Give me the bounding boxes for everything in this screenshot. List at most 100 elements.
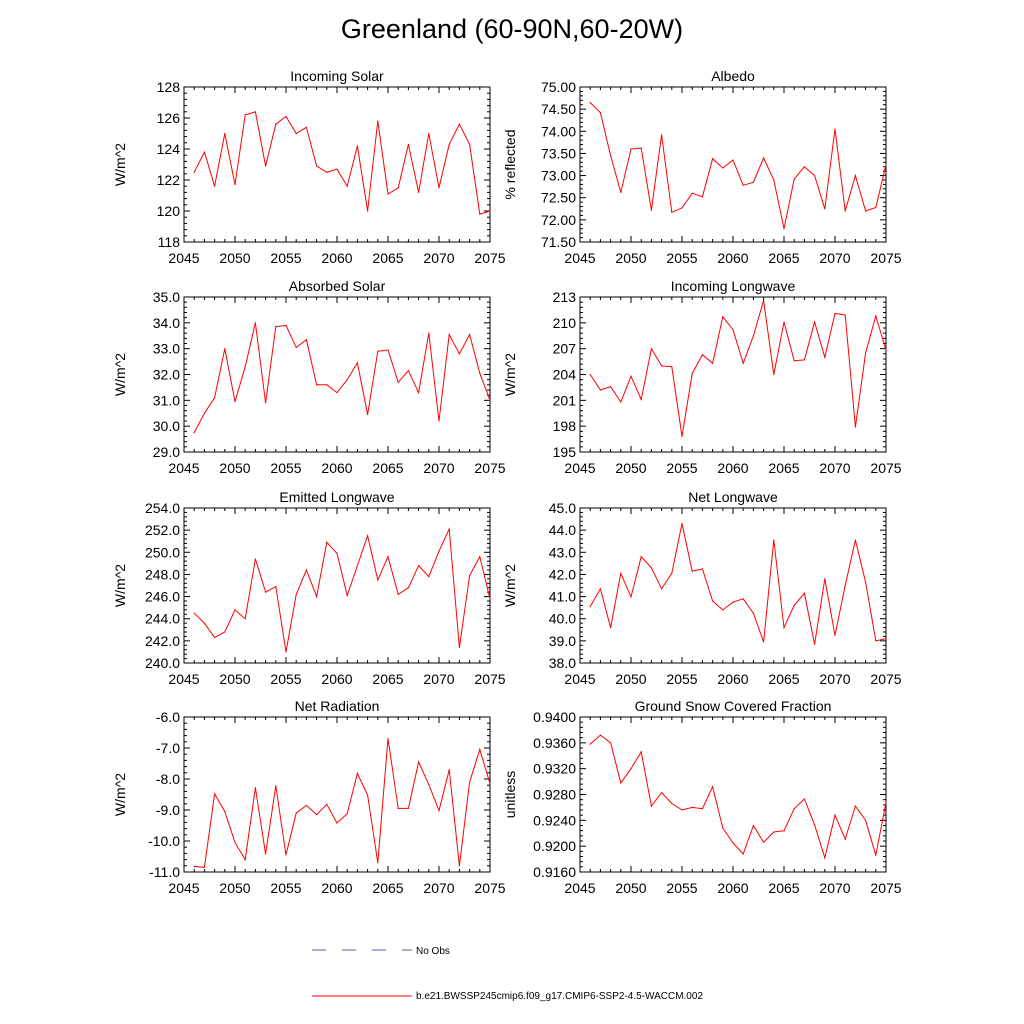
data-point — [854, 539, 857, 541]
data-point — [356, 564, 358, 567]
data-point — [824, 857, 826, 859]
data-point — [885, 638, 887, 640]
data-point — [387, 556, 389, 558]
data-point — [407, 143, 409, 145]
plot-frame — [183, 507, 491, 664]
data-point — [448, 528, 450, 530]
data-point — [814, 643, 816, 645]
data-point — [244, 114, 246, 116]
panel-absorbed-solar: 2045 2050 2055 2060 2065 2070 2075 29.0 30.0 31.0… — [112, 278, 506, 476]
data-point — [763, 641, 765, 643]
data-point — [448, 769, 450, 771]
data-point — [885, 163, 887, 166]
y-tick-label: 0.9280 — [533, 787, 576, 803]
legend-model-label: b.e21.BWSSP245cmip6.f09_g17.CMIP6-SSP2-4… — [416, 991, 703, 1002]
data-point — [865, 210, 867, 212]
data-point — [346, 185, 348, 187]
data-point — [661, 134, 663, 136]
data-point — [254, 322, 256, 324]
data-point — [305, 804, 307, 806]
y-tick-label: 30.0 — [153, 418, 180, 434]
data-point — [752, 824, 755, 827]
x-tick-label: 2060 — [717, 880, 748, 896]
x-tick-label: 2060 — [321, 671, 352, 687]
panel-title: Absorbed Solar — [289, 278, 386, 294]
y-tick-label: 44.0 — [549, 522, 576, 538]
data-point — [377, 350, 379, 352]
data-point — [783, 228, 785, 230]
x-tick-label: 2055 — [666, 671, 697, 687]
y-tick-label: 244.0 — [145, 611, 180, 627]
data-point — [326, 803, 328, 806]
data-point — [681, 522, 683, 525]
data-point — [844, 210, 846, 212]
data-point — [469, 333, 471, 336]
x-tick-label: 2065 — [372, 250, 403, 266]
legend: No Obs b.e21.BWSSP245cmip6.f09_g17.CMIP6-… — [312, 946, 703, 1002]
data-point — [620, 782, 622, 784]
y-axis-label: W/m^2 — [502, 353, 518, 396]
data-point — [630, 768, 632, 770]
data-point — [265, 402, 267, 404]
data-point — [336, 822, 338, 824]
data-point — [783, 321, 785, 323]
x-tick-label: 2065 — [768, 880, 799, 896]
data-point — [428, 783, 430, 786]
panel-title: Incoming Solar — [290, 68, 384, 84]
data-point — [377, 579, 379, 581]
data-point — [397, 381, 399, 383]
data-point — [803, 798, 806, 800]
data-point — [742, 853, 744, 855]
x-tick-label: 2070 — [423, 460, 454, 476]
data-point — [265, 853, 267, 855]
x-tick-label: 2065 — [372, 880, 403, 896]
data-point — [479, 748, 481, 751]
data-point — [418, 391, 420, 394]
y-axis-label: unitless — [502, 771, 518, 818]
x-tick-label: 2050 — [219, 250, 250, 266]
panel-title: Incoming Longwave — [671, 278, 796, 294]
data-point — [203, 151, 205, 153]
data-point — [489, 598, 491, 600]
series-line-net-radiation — [194, 738, 491, 868]
y-tick-label: 248.0 — [145, 566, 180, 582]
data-point — [854, 805, 857, 807]
data-point — [387, 193, 389, 195]
y-tick-label: -11.0 — [149, 864, 180, 880]
data-point — [742, 184, 744, 186]
data-point — [661, 365, 663, 367]
data-point — [844, 314, 846, 316]
data-point — [599, 588, 602, 590]
data-point — [305, 126, 307, 128]
data-point — [397, 807, 399, 810]
x-tick-label: 2060 — [321, 880, 352, 896]
data-point — [316, 595, 318, 598]
data-point — [681, 809, 683, 811]
data-point — [489, 399, 491, 401]
data-point — [428, 576, 430, 578]
panel-title: Net Radiation — [295, 698, 380, 714]
data-point — [469, 574, 471, 577]
data-point — [640, 147, 642, 149]
x-tick-label: 2055 — [270, 880, 301, 896]
figure-title: Greenland (60-90N,60-20W) — [340, 14, 684, 44]
data-point — [234, 609, 236, 611]
data-point — [814, 321, 816, 323]
data-point — [691, 806, 693, 809]
x-tick-label: 2055 — [270, 250, 301, 266]
x-tick-label: 2065 — [768, 250, 799, 266]
data-point — [640, 751, 642, 753]
data-point — [599, 389, 602, 391]
data-point — [224, 631, 226, 633]
panel-title: Emitted Longwave — [279, 489, 394, 505]
data-point — [834, 634, 836, 636]
data-point — [326, 171, 328, 173]
data-point — [773, 539, 775, 541]
x-tick-label: 2045 — [168, 880, 199, 896]
data-point — [428, 132, 430, 135]
x-tick-label: 2075 — [870, 880, 901, 896]
data-point — [701, 354, 704, 356]
y-tick-label: 118 — [158, 234, 181, 250]
data-point — [346, 594, 348, 597]
data-point — [336, 168, 338, 170]
